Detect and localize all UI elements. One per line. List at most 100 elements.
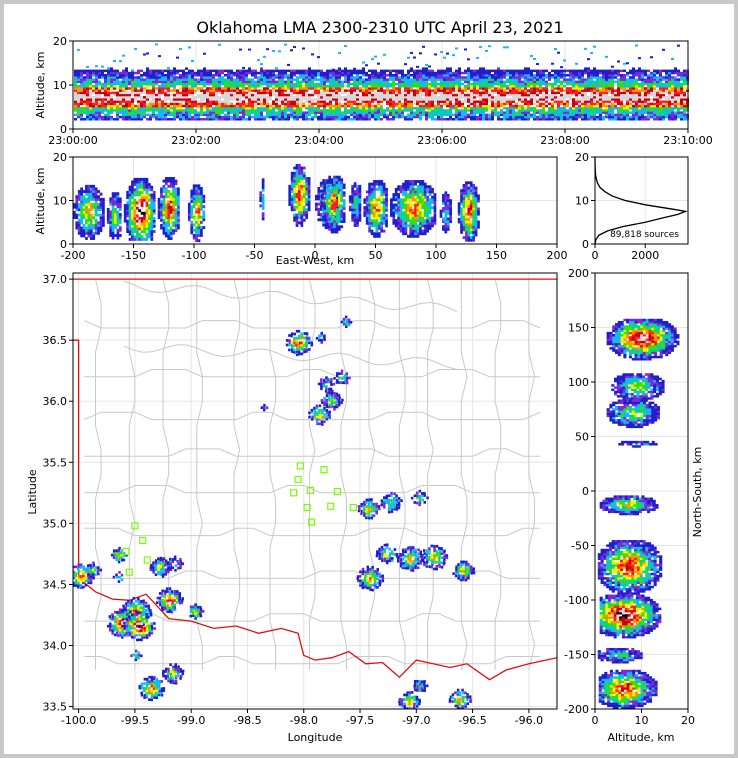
time-height-bin — [173, 113, 176, 117]
time-height-bin — [587, 78, 590, 81]
time-height-bin — [194, 118, 197, 121]
ew-height-bin — [164, 231, 168, 235]
ew-height-bin — [150, 230, 154, 233]
time-height-bin — [227, 113, 230, 117]
time-height-bin — [179, 109, 182, 112]
time-height-bin — [614, 74, 617, 77]
time-height-bin — [152, 89, 155, 92]
time-height-bin — [299, 85, 302, 88]
time-height-bin — [203, 102, 206, 106]
time-height-bin — [365, 87, 368, 90]
time-height-bin — [569, 91, 572, 95]
time-height-bin — [395, 89, 398, 92]
time-height-bin — [668, 100, 671, 103]
time-height-bin — [380, 104, 383, 108]
time-height-bin — [128, 111, 131, 114]
time-height-bin — [200, 102, 203, 106]
time-height-bin — [200, 104, 203, 108]
time-height-bin — [269, 80, 272, 84]
time-height-bin — [614, 113, 617, 117]
time-height-bin — [320, 87, 323, 90]
time-height-bin — [641, 71, 644, 75]
time-height-bin — [149, 89, 152, 92]
time-height-bin — [221, 69, 224, 73]
time-height-bin — [347, 78, 350, 81]
time-height-bin — [659, 100, 662, 103]
time-height-bin — [440, 87, 443, 90]
time-height-bin — [452, 78, 455, 81]
time-height-bin — [482, 82, 485, 86]
time-height-bin — [434, 91, 437, 95]
time-height-bin — [563, 71, 566, 75]
time-height-bin — [176, 93, 179, 97]
ew-height-bin — [102, 203, 105, 207]
time-height-bin — [203, 78, 206, 81]
time-height-bin — [140, 78, 143, 81]
time-height-bin — [632, 67, 635, 70]
time-height-bin — [257, 98, 260, 101]
time-height-bin — [377, 91, 380, 95]
time-height-bin — [395, 76, 398, 79]
time-height-bin — [203, 91, 206, 95]
ew-height-bin — [97, 197, 100, 201]
time-height-bin — [581, 91, 584, 95]
time-height-bin — [125, 82, 128, 86]
time-height-bin — [89, 118, 92, 121]
ew-height-bin — [118, 207, 122, 211]
time-height-bin — [272, 100, 275, 103]
time-height-bin — [524, 115, 527, 119]
time-height-bin — [557, 85, 560, 88]
time-height-bin — [152, 96, 155, 99]
time-height-bin — [290, 102, 293, 106]
time-height-bin — [74, 107, 77, 110]
time-height-bin — [626, 62, 629, 65]
figure-title: Oklahoma LMA 2300-2310 UTC April 23, 202… — [196, 18, 563, 37]
time-height-bin — [488, 74, 491, 77]
time-height-bin — [668, 98, 671, 101]
ew-height-bin — [118, 233, 122, 237]
time-height-bin — [611, 98, 614, 101]
time-height-bin — [368, 109, 371, 112]
ew-height-bin — [87, 226, 91, 230]
time-height-bin — [326, 80, 329, 84]
time-height-bin — [464, 109, 467, 112]
time-height-bin — [611, 118, 614, 121]
time-height-bin — [578, 78, 581, 81]
time-height-bin — [173, 67, 176, 70]
ew-height-bin — [99, 208, 103, 212]
ew-height-bin — [94, 195, 98, 199]
time-height-bin — [674, 111, 677, 114]
time-height-bin — [614, 115, 617, 119]
time-height-bin — [476, 96, 479, 99]
ew-height-bin — [128, 214, 132, 218]
time-height-bin — [368, 104, 371, 108]
time-height-bin — [125, 104, 128, 108]
time-height-bin — [125, 85, 128, 88]
time-height-bin — [623, 78, 626, 81]
time-height-bin — [176, 102, 179, 106]
time-height-bin — [647, 107, 650, 110]
time-height-bin — [542, 96, 545, 99]
time-height-bin — [278, 98, 281, 101]
time-height-bin — [509, 85, 512, 88]
ew-height-bin — [140, 219, 144, 223]
ew-height-bin — [82, 213, 86, 217]
time-height-bin — [512, 107, 515, 110]
ew-height-bin — [111, 200, 115, 203]
time-height-bin — [581, 118, 584, 121]
time-height-bin — [161, 74, 164, 77]
time-height-bin — [110, 102, 113, 106]
ew-height-bin — [128, 230, 132, 233]
time-height-bin — [98, 69, 101, 73]
time-height-bin — [458, 109, 461, 112]
time-height-bin — [482, 98, 485, 101]
time-height-bin — [401, 91, 404, 95]
time-height-bin — [665, 89, 668, 92]
time-height-bin — [83, 78, 86, 81]
time-height-bin — [611, 65, 614, 68]
time-height-bin — [632, 76, 635, 79]
time-height-bin — [533, 82, 536, 86]
time-height-bin — [158, 118, 161, 121]
ew-height-bin — [97, 190, 100, 193]
time-height-bin — [254, 82, 257, 86]
